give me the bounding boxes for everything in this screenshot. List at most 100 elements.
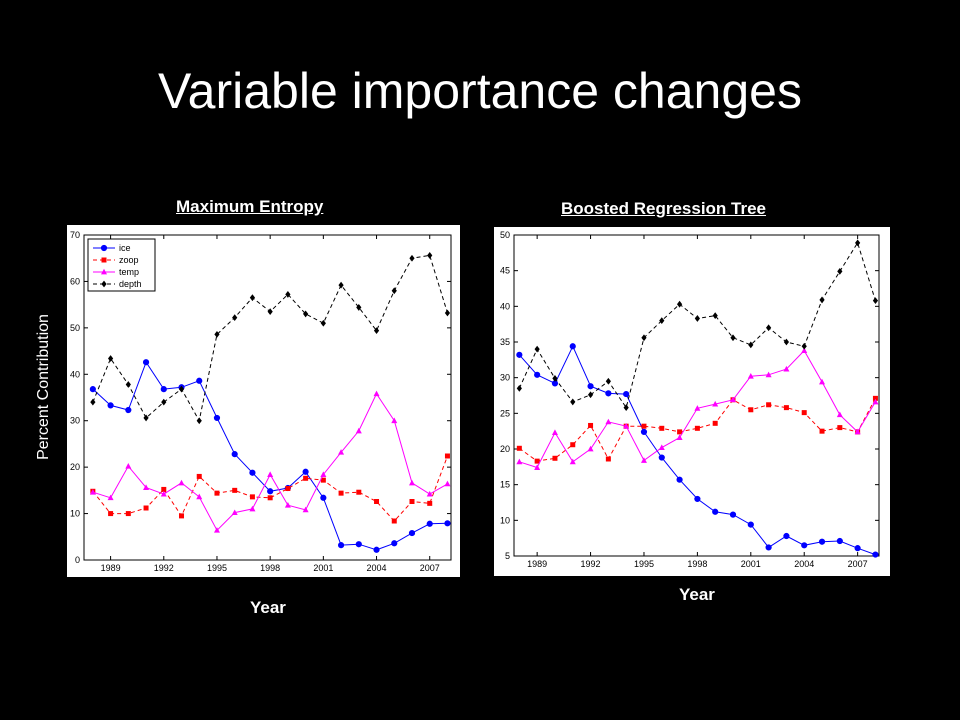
point-maxent-depth-11 [285,291,291,298]
point-maxent-zoop-17 [391,518,397,524]
point-brt-zoop-16 [801,410,807,416]
point-maxent-zoop-18 [409,499,415,504]
point-maxent-depth-13 [320,319,326,327]
point-brt-depth-4 [587,391,594,399]
axes-frame-brt [513,234,880,557]
point-brt-depth-19 [855,239,861,247]
series-line-maxent-zoop [92,455,448,522]
point-maxent-temp-13 [320,471,327,477]
point-maxent-zoop-1 [108,511,114,517]
point-maxent-zoop-4 [161,486,167,492]
legend-marker-maxent-zoop [101,257,107,263]
point-maxent-depth-6 [196,417,202,425]
point-brt-depth-15 [783,338,790,346]
point-brt-zoop-4 [588,422,594,428]
point-brt-depth-1 [534,345,540,353]
ytick-label-maxent-6: 60 [70,276,80,286]
point-brt-zoop-14 [766,402,772,408]
point-brt-zoop-8 [659,425,665,431]
point-maxent-ice-7 [213,414,221,422]
point-brt-temp-5 [605,418,612,425]
point-maxent-zoop-3 [143,505,149,511]
point-maxent-zoop-14 [338,490,344,496]
point-maxent-zoop-11 [285,486,291,491]
point-maxent-temp-11 [284,502,291,508]
point-brt-temp-3 [569,458,576,465]
plot-panel-brt [494,227,890,576]
point-maxent-depth-10 [267,308,273,316]
point-maxent-zoop-2 [125,511,131,517]
point-brt-temp-19 [854,428,861,435]
ytick-label-brt-2: 15 [500,480,510,490]
point-brt-ice-12 [729,511,737,518]
point-brt-temp-20 [872,398,879,405]
point-brt-zoop-11 [712,420,718,426]
ytick-label-maxent-0: 0 [75,555,80,565]
point-maxent-zoop-13 [320,477,326,483]
point-maxent-temp-9 [249,505,256,512]
legend-marker-maxent-temp [101,268,107,275]
point-brt-temp-6 [623,422,630,429]
ytick-label-maxent-3: 30 [70,416,80,426]
xtick-label-brt-6: 2007 [848,559,868,569]
point-brt-zoop-17 [819,428,825,434]
point-maxent-depth-8 [232,314,238,322]
point-maxent-temp-18 [408,479,415,486]
point-brt-temp-8 [658,444,665,450]
point-brt-temp-15 [783,365,790,372]
chart-brt: 5 10 15 20 25 30 35 40 45 50 1989 1992 1995 1998 2001 2… [500,230,880,569]
point-maxent-depth-18 [409,254,415,262]
point-brt-depth-3 [570,398,576,406]
point-brt-ice-20 [872,551,879,558]
point-brt-ice-14 [765,544,772,551]
point-brt-ice-9 [676,476,683,483]
ytick-label-brt-5: 30 [500,373,510,383]
legend-label-maxent-ice: ice [119,243,131,253]
point-maxent-ice-10 [267,488,274,495]
point-maxent-zoop-5 [179,513,185,519]
point-brt-zoop-9 [677,429,683,435]
point-maxent-ice-18 [408,529,416,537]
point-maxent-depth-14 [338,281,344,289]
point-maxent-temp-2 [125,463,132,469]
ytick-label-brt-8: 45 [500,266,510,276]
point-brt-zoop-1 [534,458,540,464]
axes-frame-maxent [83,234,452,561]
xlabel-maxent: Year [250,598,286,617]
point-maxent-temp-12 [302,506,309,513]
point-maxent-temp-0 [89,489,96,495]
point-brt-ice-6 [623,390,630,398]
point-brt-depth-17 [819,296,825,304]
xtick-label-brt-0: 1989 [527,559,547,569]
xlabel-brt: Year [679,585,715,604]
point-maxent-depth-12 [303,310,309,318]
point-maxent-ice-15 [355,541,362,548]
point-brt-temp-7 [640,457,647,463]
xtick-label-maxent-2: 1995 [207,563,227,573]
point-maxent-temp-6 [196,493,203,500]
point-brt-temp-16 [801,347,808,353]
point-brt-ice-15 [783,532,790,540]
point-brt-depth-14 [766,324,772,332]
legend-maxent: ice zoop temp depth [87,238,156,292]
series-line-brt-ice [518,345,876,556]
point-maxent-ice-8 [231,451,238,458]
point-maxent-zoop-10 [267,495,273,501]
point-brt-depth-20 [872,297,879,305]
point-brt-ice-8 [658,454,665,461]
point-brt-depth-13 [748,341,754,349]
xtick-label-maxent-3: 1998 [260,563,280,573]
point-maxent-ice-14 [337,542,345,549]
point-maxent-zoop-12 [303,475,309,481]
point-brt-temp-13 [747,373,754,379]
point-maxent-temp-4 [160,490,167,497]
point-brt-depth-16 [801,342,807,350]
point-brt-ice-16 [801,542,808,549]
xtick-label-maxent-5: 2004 [367,563,387,573]
point-maxent-ice-19 [426,520,433,527]
slide-title: Variable importance changes [158,63,802,119]
legend-label-maxent-zoop: zoop [119,255,139,265]
point-brt-ice-17 [818,538,826,545]
ytick-label-brt-0: 5 [505,551,510,561]
